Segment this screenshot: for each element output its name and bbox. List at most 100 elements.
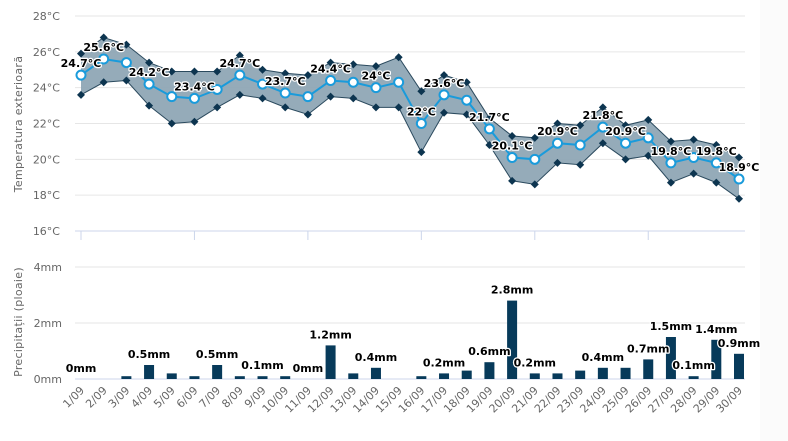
precipitation-bar: [189, 376, 200, 379]
precipitation-data-label: 1.2mm: [309, 328, 351, 341]
precipitation-data-label: 0.4mm: [355, 351, 397, 364]
temperature-max-point: [145, 58, 154, 67]
temperature-data-label: 19.8°C: [651, 145, 692, 158]
precipitation-bar: [212, 365, 223, 379]
precipitation-bar: [257, 376, 268, 379]
temperature-min-point: [145, 101, 154, 110]
temperature-min-point: [167, 119, 176, 128]
temperature-max-point: [258, 65, 267, 74]
precipitation-data-label: 0.2mm: [423, 356, 465, 369]
temperature-max-point: [281, 69, 290, 78]
temperature-max-point: [213, 67, 222, 76]
precipitation-bar: [665, 337, 676, 379]
temperature-average-point: [166, 91, 178, 103]
precipitation-y-tick-label: 4mm: [34, 261, 62, 274]
precipitation-bar: [643, 359, 654, 379]
temperature-max-point: [735, 153, 743, 162]
temperature-average-point: [188, 92, 200, 104]
precipitation-axis-title: Precipitații (ploaie): [12, 267, 25, 377]
temperature-min-point: [462, 110, 471, 119]
precipitation-bar: [597, 367, 608, 379]
temperature-max-point: [99, 33, 108, 42]
temperature-data-label: 24.7°C: [61, 57, 102, 70]
temperature-grid: [75, 15, 745, 232]
temperature-min-point: [735, 194, 743, 203]
temperature-average-point: [529, 153, 541, 165]
temperature-average-point: [120, 57, 132, 69]
temperature-y-tick-label: 20°C: [33, 153, 60, 166]
precipitation-bar: [234, 376, 245, 379]
temperature-average-point: [234, 69, 246, 81]
temperature-average-point: [347, 76, 359, 88]
temperature-average-point: [597, 121, 609, 133]
temperature-data-label: 22°C: [407, 106, 436, 119]
temperature-max-point: [644, 115, 653, 124]
temperature-min-point: [689, 169, 698, 178]
temperature-min-point: [349, 94, 358, 103]
x-axis-label: 5/09: [151, 384, 178, 411]
temperature-y-ticks: 16°C 18°C 20°C 22°C 24°C 26°C 28°C: [33, 10, 60, 238]
temperature-min-point: [417, 148, 426, 157]
x-axis-label: 30/09: [714, 384, 746, 416]
precipitation-bar: [370, 367, 381, 379]
temperature-average-point: [688, 152, 700, 164]
temperature-data-label: 21.7°C: [469, 111, 510, 124]
x-axis-label: 1/09: [60, 384, 87, 411]
precipitation-bar: [461, 370, 472, 379]
precipitation-data-label: 1.4mm: [695, 323, 737, 336]
precipitation-data-label: 0.1mm: [672, 359, 714, 372]
temperature-average-point: [665, 157, 677, 169]
x-axis-label: 2/09: [83, 384, 110, 411]
x-axis-label: 8/09: [219, 384, 246, 411]
temperature-min-point: [508, 176, 517, 185]
precipitation-data-label: 0.2mm: [514, 356, 556, 369]
temperature-data-label: 24.2°C: [129, 66, 170, 79]
precipitation-bar: [166, 373, 177, 379]
precipitation-y-tick-label: 2mm: [34, 317, 62, 330]
temperature-max-point: [235, 51, 244, 60]
x-axis-label: 3/09: [106, 384, 133, 411]
temperature-data-label: 20.9°C: [605, 125, 646, 138]
temperature-max-point: [621, 121, 630, 130]
precipitation-data-label: 0.6mm: [468, 345, 510, 358]
temperature-max-point: [508, 132, 517, 141]
precipitation-data-label: 0.4mm: [582, 351, 624, 364]
temperature-min-point: [440, 108, 449, 117]
precipitation-data-label: 0.9mm: [718, 337, 760, 350]
temperature-y-tick-label: 16°C: [33, 225, 60, 238]
temperature-min-point: [485, 141, 494, 149]
temperature-average-point: [483, 123, 495, 135]
temperature-min-point: [303, 110, 312, 119]
precipitation-data-label: 0.5mm: [128, 348, 170, 361]
temperature-max-point: [190, 67, 199, 76]
temperature-min-point: [530, 180, 539, 189]
precipitation-bar: [688, 376, 699, 379]
precipitation-bar: [484, 362, 495, 379]
background-strip: [760, 0, 788, 441]
temperature-max-point: [666, 137, 675, 146]
temperature-average-point: [325, 75, 337, 86]
precipitation-data-label: 2.8mm: [491, 284, 533, 297]
precipitation-bar: [552, 373, 563, 379]
temperature-y-tick-label: 26°C: [33, 46, 60, 59]
temperature-data-label: 24°C: [362, 70, 391, 83]
precipitation-bar: [280, 376, 291, 379]
temperature-data-labels: 24.7°C 25.6°C 24.2°C 23.4°C 24.7°C 23.7°C 24.4…: [59, 40, 760, 176]
temperature-min-point: [394, 103, 403, 112]
precipitation-bar: [144, 365, 155, 379]
precipitation-bar: [529, 373, 540, 379]
temperature-min-point: [258, 94, 267, 103]
temperature-max-point: [440, 71, 449, 80]
temperature-average-point: [642, 132, 654, 144]
temperature-average-point: [710, 157, 722, 169]
precipitation-bar: [348, 373, 359, 379]
precipitation-data-label: 0.7mm: [627, 342, 669, 355]
precipitation-bar: [507, 300, 518, 379]
temperature-min-point: [281, 103, 290, 112]
temperature-average-point: [551, 137, 563, 149]
temperature-min-point: [621, 155, 630, 164]
temperature-average-point: [211, 83, 223, 95]
